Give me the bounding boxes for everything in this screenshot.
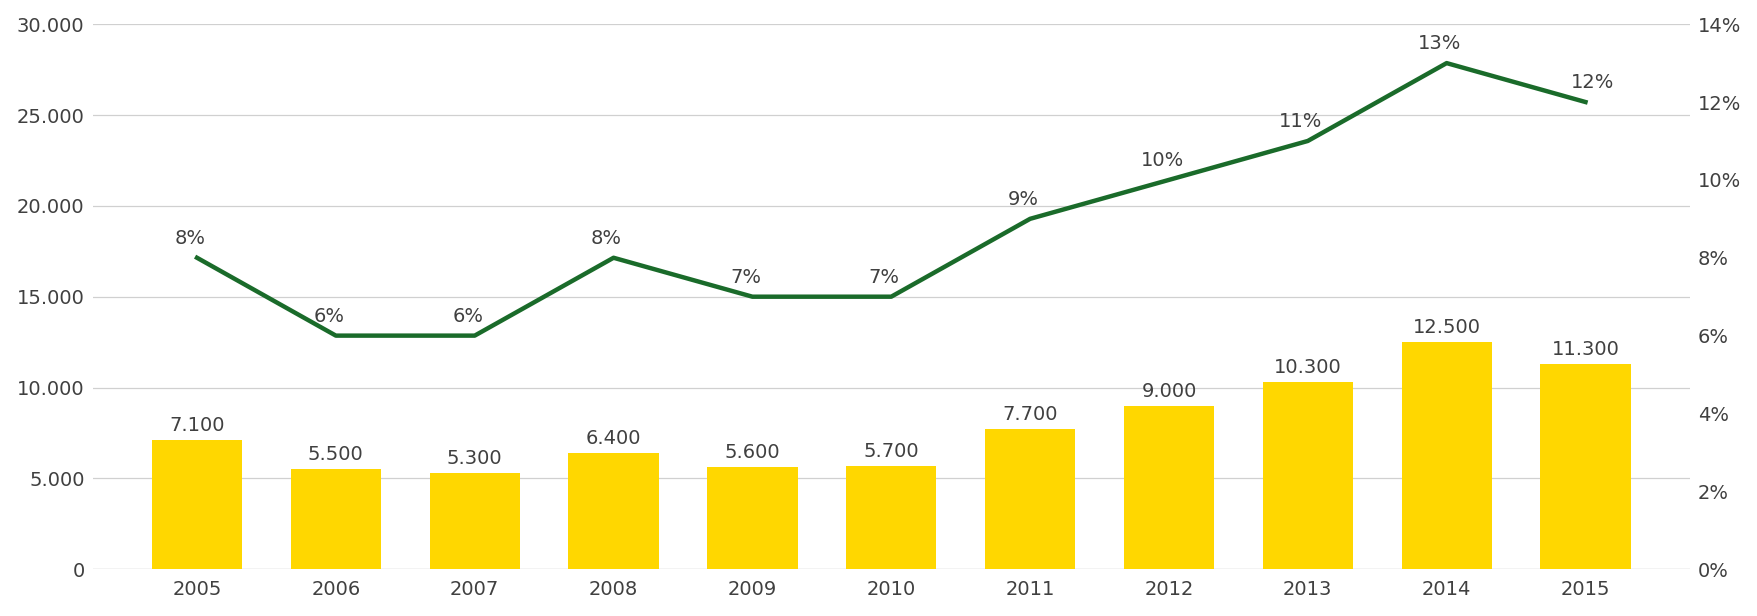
- Text: 10.300: 10.300: [1274, 358, 1341, 377]
- Bar: [1123, 406, 1214, 569]
- Bar: [706, 468, 798, 569]
- Bar: [151, 440, 242, 569]
- Text: 7%: 7%: [729, 268, 761, 287]
- Bar: [1262, 382, 1353, 569]
- Text: 13%: 13%: [1418, 34, 1460, 54]
- Text: 7%: 7%: [868, 268, 900, 287]
- Text: 7.100: 7.100: [169, 416, 225, 435]
- Bar: [1400, 342, 1492, 569]
- Text: 9%: 9%: [1007, 190, 1038, 209]
- Text: 6.400: 6.400: [585, 429, 641, 448]
- Text: 5.700: 5.700: [863, 442, 919, 461]
- Bar: [845, 466, 936, 569]
- Text: 8%: 8%: [174, 229, 206, 248]
- Bar: [1539, 364, 1630, 569]
- Bar: [429, 473, 520, 569]
- Text: 12%: 12%: [1569, 73, 1613, 92]
- Text: 5.300: 5.300: [446, 449, 503, 468]
- Bar: [568, 453, 659, 569]
- Text: 5.500: 5.500: [307, 445, 364, 464]
- Text: 11%: 11%: [1279, 112, 1321, 131]
- Text: 6%: 6%: [313, 307, 344, 326]
- Bar: [290, 469, 381, 569]
- Text: 12.500: 12.500: [1413, 318, 1479, 337]
- Text: 7.700: 7.700: [1001, 405, 1058, 424]
- Bar: [984, 429, 1075, 569]
- Text: 11.300: 11.300: [1551, 340, 1618, 359]
- Text: 6%: 6%: [452, 307, 483, 326]
- Text: 5.600: 5.600: [724, 444, 780, 463]
- Text: 9.000: 9.000: [1140, 382, 1197, 400]
- Text: 8%: 8%: [590, 229, 622, 248]
- Text: 10%: 10%: [1140, 151, 1182, 170]
